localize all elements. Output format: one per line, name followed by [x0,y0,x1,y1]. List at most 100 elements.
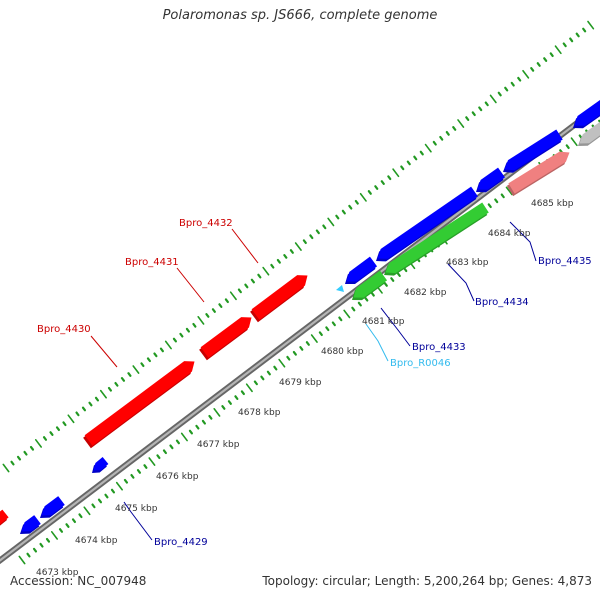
gene-label-bpro-4433[interactable]: Bpro_4433 [412,342,466,353]
minor-tick [26,552,31,558]
minor-tick [240,390,245,396]
major-tick [132,365,140,374]
gene-label-bpro-4429[interactable]: Bpro_4429 [154,537,208,548]
minor-tick [244,283,249,289]
gene-label-bpro-4435[interactable]: Bpro_4435 [538,256,592,267]
minor-tick [510,81,515,87]
minor-tick [81,406,87,412]
minor-tick [260,375,265,381]
minor-tick [114,381,119,387]
minor-tick [201,419,206,425]
genome-backbone [0,101,600,565]
gene-label-bpro-r0046[interactable]: Bpro_R0046 [390,358,451,369]
feature-track [0,100,600,534]
leader-line [176,267,205,303]
ruler-label: 4677 kbp [197,440,240,450]
major-tick [587,20,595,30]
minor-tick [49,431,54,436]
major-tick [245,383,253,393]
minor-tick [123,478,129,484]
feature-reverse-cds-face [41,496,65,516]
major-tick [327,217,335,227]
minor-tick [465,116,470,121]
ruler-label: 4680 kbp [321,347,364,357]
minor-tick [143,464,148,469]
feature-reverse-cds-face [477,167,505,190]
minor-tick [292,350,297,356]
feature-reverse-cds-face [93,457,109,471]
minor-tick [575,32,580,38]
major-tick [262,266,270,276]
leader-line [231,228,259,264]
major-tick [180,432,188,442]
major-tick [570,137,578,147]
minor-tick [127,372,132,377]
minor-tick [396,272,401,277]
label-leader-lines [90,221,537,541]
major-tick [310,334,318,343]
ruler-label: 4679 kbp [279,378,322,388]
major-tick [424,143,432,153]
feature-reverse-cds-face [346,256,378,282]
minor-tick [383,282,388,287]
gene-labels: Bpro_4430 Bpro_4431 Bpro_4432 Bpro_4429 … [37,218,592,548]
ruler-label: 4674 kbp [75,536,118,546]
minor-tick [169,444,174,450]
minor-tick [23,450,28,456]
minor-tick [110,488,116,494]
minor-tick [318,331,323,337]
gene-label-bpro-4432[interactable]: Bpro_4432 [179,218,233,229]
minor-tick [370,291,375,297]
minor-tick [140,362,145,368]
minor-tick [104,493,109,499]
minor-tick [299,346,304,351]
major-tick [522,69,530,79]
ruler-labels: 4673 kbp 4674 kbp 4675 kbp 4676 kbp 4677… [36,199,574,578]
minor-tick [582,27,587,33]
minor-tick [364,296,369,302]
minor-tick [536,62,541,67]
minor-tick [205,313,210,318]
gene-label-bpro-4430[interactable]: Bpro_4430 [37,324,91,335]
minor-tick [543,57,548,62]
minor-tick [10,460,15,466]
minor-tick [335,214,340,220]
minor-tick [136,469,142,474]
minor-tick [283,254,288,259]
minor-tick [500,193,505,199]
minor-tick [338,316,343,322]
minor-tick [175,439,180,445]
minor-tick [504,86,509,92]
minor-tick [218,303,223,308]
minor-tick [257,273,262,279]
minor-tick [286,355,291,361]
minor-tick [224,298,229,304]
feature-reverse-cds-face [504,129,563,171]
gene-label-bpro-4431[interactable]: Bpro_4431 [125,257,179,268]
minor-tick [445,130,450,136]
minor-tick [16,455,22,461]
ruler-label: 4682 kbp [404,288,447,298]
minor-tick [487,203,492,209]
minor-tick [58,528,64,533]
minor-tick [185,327,190,333]
minor-tick [75,411,80,417]
major-tick [50,531,58,540]
ruler-label: 4676 kbp [156,472,199,482]
feature-trna [336,285,344,292]
major-tick [115,481,123,491]
feature-forward-cds-face [251,275,308,320]
major-tick [489,94,497,104]
minor-tick [341,209,346,215]
minor-tick [270,263,275,269]
feature-reverse-cds-face [377,186,478,259]
minor-tick [419,150,424,156]
ruler-label: 4683 kbp [446,258,489,268]
minor-tick [32,547,38,553]
leader-line [380,307,411,347]
minor-tick [325,326,330,332]
major-tick [294,242,302,251]
major-tick [18,555,26,565]
gene-label-bpro-4434[interactable]: Bpro_4434 [475,297,529,308]
